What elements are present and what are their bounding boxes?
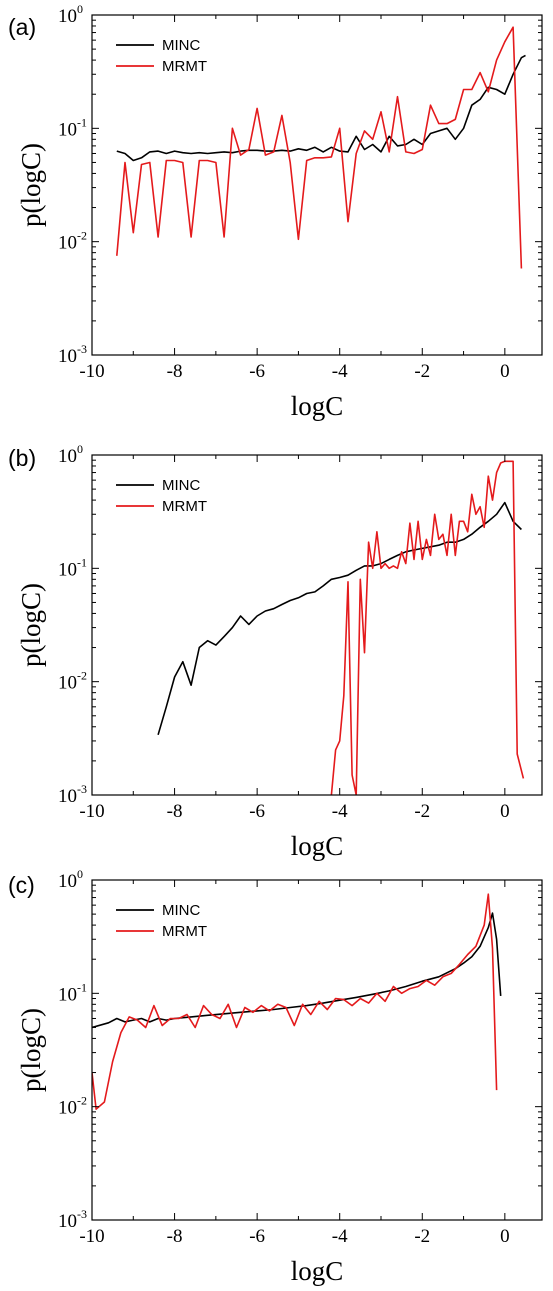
- y-tick-base: 10: [58, 1098, 77, 1119]
- plot-frame: [91, 14, 543, 356]
- y-tick-label: 100: [58, 2, 83, 27]
- y-tick-label: 10-2: [58, 669, 87, 694]
- chart-panel-1: (b)-10 -8 -6 -4 -2 010-310-210-1100logCp(logC…: [8, 442, 543, 861]
- y-tick-exponent: -1: [77, 555, 87, 569]
- y-tick-exponent: -3: [77, 782, 87, 796]
- y-tick-label: 10-3: [58, 342, 87, 367]
- y-tick-exponent: -2: [77, 669, 87, 683]
- y-tick-label: 100: [58, 442, 83, 467]
- panel-label: (b): [8, 445, 36, 471]
- y-tick-label: 10-1: [58, 555, 87, 580]
- y-tick-exponent: 0: [77, 867, 83, 881]
- y-tick-base: 10: [58, 984, 77, 1005]
- y-axis-title: p(logC): [16, 143, 46, 227]
- y-tick-label: 10-3: [58, 782, 87, 807]
- legend-label: MRMT: [162, 923, 207, 940]
- y-tick-base: 10: [58, 1211, 77, 1232]
- y-tick-base: 10: [58, 446, 77, 467]
- y-tick-base: 10: [58, 559, 77, 580]
- series-line-mrmt: [330, 460, 525, 795]
- x-tick-label: -6: [249, 361, 265, 382]
- x-tick-label: -2: [414, 361, 430, 382]
- y-tick-exponent: -1: [77, 980, 87, 994]
- legend-label: MINC: [162, 477, 200, 494]
- legend-label: MRMT: [162, 498, 207, 515]
- x-tick-label: 0: [500, 361, 510, 382]
- y-tick-label: 10-3: [58, 1207, 87, 1232]
- x-tick-label: -2: [414, 801, 430, 822]
- x-tick-label: 0: [500, 1226, 510, 1247]
- x-axis-title: logC: [291, 831, 344, 861]
- y-tick-label: 10-2: [58, 229, 87, 254]
- plot-frame: [91, 879, 543, 1221]
- x-tick-label: -8: [167, 1226, 183, 1247]
- x-tick-label: -2: [414, 1226, 430, 1247]
- series-line-minc: [116, 54, 526, 162]
- legend-label: MINC: [162, 902, 200, 919]
- y-tick-exponent: -3: [77, 342, 87, 356]
- x-tick-label: -10: [79, 361, 104, 382]
- series-line-minc: [157, 501, 522, 736]
- x-tick-label: -10: [79, 801, 104, 822]
- x-tick-label: -10: [79, 1226, 104, 1247]
- y-tick-exponent: -2: [77, 229, 87, 243]
- y-tick-exponent: -2: [77, 1094, 87, 1108]
- x-tick-label: -8: [167, 361, 183, 382]
- series-line-minc: [92, 912, 502, 1029]
- legend-label: MRMT: [162, 58, 207, 75]
- y-tick-exponent: -1: [77, 115, 87, 129]
- legend-label: MINC: [162, 37, 200, 54]
- y-tick-label: 100: [58, 867, 83, 892]
- x-axis-title: logC: [291, 391, 344, 421]
- chart-panel-2: (c)-10 -8 -6 -4 -2 010-310-210-1100logCp(logC…: [8, 867, 543, 1286]
- y-tick-label: 10-1: [58, 115, 87, 140]
- x-tick-label: -6: [249, 1226, 265, 1247]
- chart-panel-0: (a)-10 -8 -6 -4 -2 010-310-210-1100logCp(logC…: [8, 2, 543, 421]
- y-tick-base: 10: [58, 346, 77, 367]
- y-tick-label: 10-2: [58, 1094, 87, 1119]
- y-tick-exponent: -3: [77, 1207, 87, 1221]
- y-axis-title: p(logC): [16, 583, 46, 667]
- x-tick-label: -6: [249, 801, 265, 822]
- x-tick-label: -4: [332, 801, 348, 822]
- y-tick-exponent: 0: [77, 2, 83, 16]
- y-tick-base: 10: [58, 119, 77, 140]
- panel-label: (a): [8, 14, 36, 40]
- x-axis-title: logC: [291, 1256, 344, 1286]
- x-tick-label: -8: [167, 801, 183, 822]
- x-tick-label: -4: [332, 361, 348, 382]
- x-tick-label: -4: [332, 1226, 348, 1247]
- plot-frame: [91, 454, 543, 796]
- y-tick-base: 10: [58, 786, 77, 807]
- series-line-mrmt: [116, 26, 523, 269]
- x-tick-label: 0: [500, 801, 510, 822]
- y-tick-base: 10: [58, 6, 77, 27]
- y-tick-exponent: 0: [77, 442, 83, 456]
- y-tick-label: 10-1: [58, 980, 87, 1005]
- series-line-mrmt: [92, 893, 498, 1110]
- panel-label: (c): [8, 872, 35, 898]
- y-tick-base: 10: [58, 233, 77, 254]
- y-axis-title: p(logC): [16, 1008, 46, 1092]
- y-tick-base: 10: [58, 871, 77, 892]
- y-tick-base: 10: [58, 673, 77, 694]
